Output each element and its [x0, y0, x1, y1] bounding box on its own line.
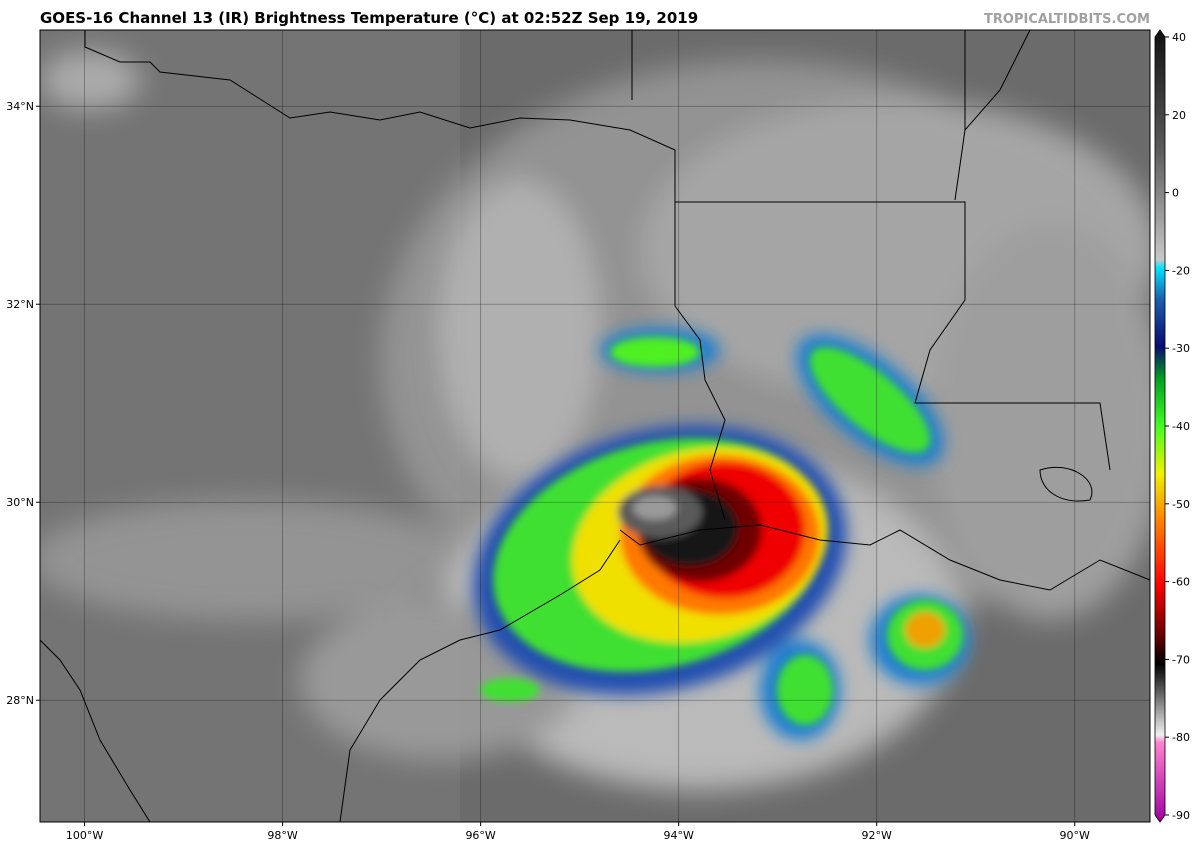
- lon-tick-label: 100°W: [66, 829, 103, 842]
- satellite-imagery: [40, 30, 1150, 822]
- colorbar-tick-label: -20: [1172, 264, 1190, 277]
- credit: TROPICALTIDBITS.COM: [984, 12, 1150, 27]
- lat-tick-label: 34°N: [6, 100, 34, 113]
- lon-tick-label: 94°W: [663, 829, 693, 842]
- colorbar-tick-label: -80: [1172, 731, 1190, 744]
- colorbar-tick-label: -60: [1172, 576, 1190, 589]
- colorbar-tick-label: -40: [1172, 420, 1190, 433]
- lon-tick-label: 96°W: [465, 829, 495, 842]
- colorbar-tick-label: -30: [1172, 342, 1190, 355]
- graticule: 100°W 98°W 96°W 94°W 92°W 90°W 34°N 32°N 30°N 28°…: [6, 30, 1150, 842]
- lon-tick-label: 90°W: [1060, 829, 1090, 842]
- lat-tick-label: 32°N: [6, 298, 34, 311]
- lon-tick-label: 92°W: [862, 829, 892, 842]
- colorbar-tick-label: 0: [1172, 187, 1179, 200]
- colorbar-tick-label: -50: [1172, 498, 1190, 511]
- lon-tick-label: 98°W: [267, 829, 297, 842]
- colorbar-tick-label: -90: [1172, 809, 1190, 822]
- lat-tick-label: 30°N: [6, 496, 34, 509]
- colorbar-tick-label: 20: [1172, 109, 1186, 122]
- colorbar-tick-label: -70: [1172, 653, 1190, 666]
- lat-tick-label: 28°N: [6, 694, 34, 707]
- colorbar: [1154, 29, 1166, 823]
- colorbar-ticks: 40 20 0 -20 -30 -40 -50 -60 -70 -80 -90: [1165, 31, 1190, 822]
- colorbar-tick-label: 40: [1172, 31, 1186, 44]
- map-title: GOES-16 Channel 13 (IR) Brightness Tempe…: [40, 9, 698, 27]
- map-frame: [39, 29, 1151, 823]
